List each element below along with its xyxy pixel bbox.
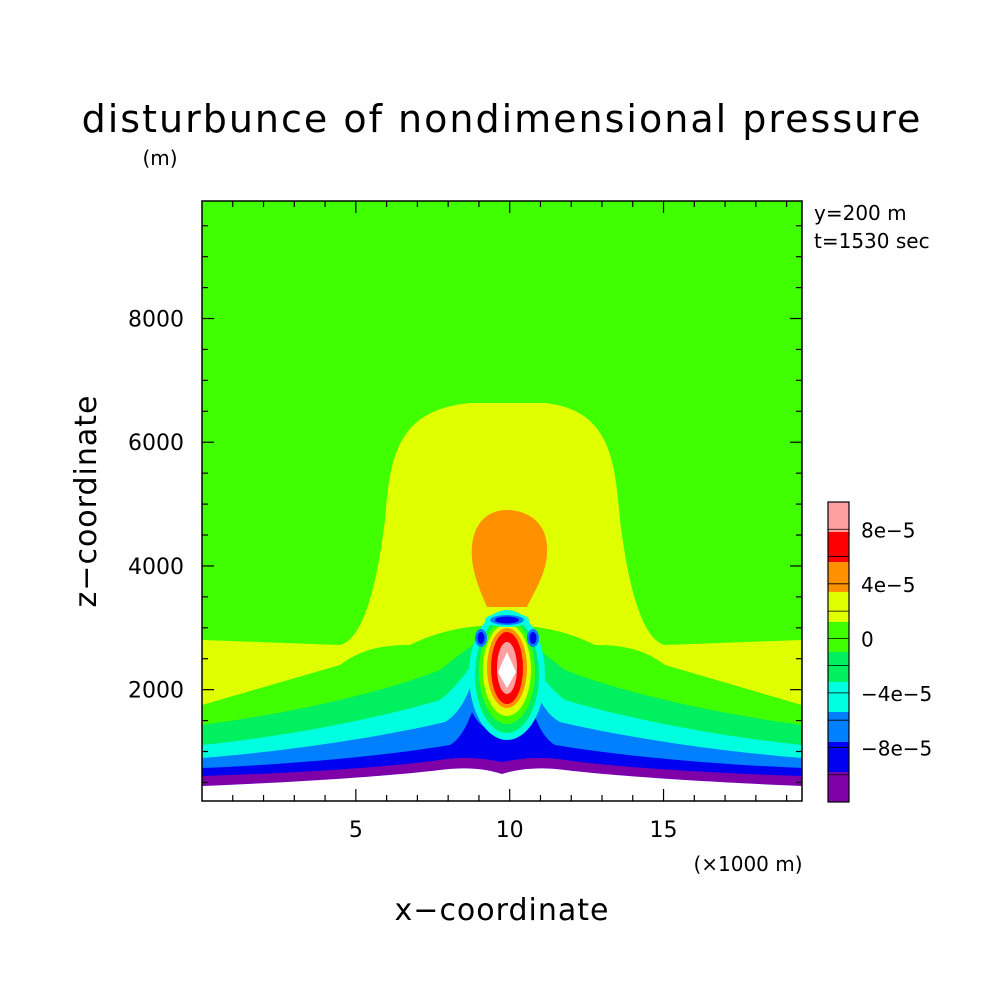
y-axis-tick-labels: 2000 4000 6000 8000 [128, 308, 184, 704]
y-tick-label: 6000 [128, 431, 184, 456]
blob-left-blue [477, 632, 485, 644]
chart-title: disturbunce of nondimensional pressure [82, 97, 923, 141]
x-axis-unit: (×1000 m) [693, 852, 802, 876]
colorbar-swatch [828, 592, 849, 622]
x-tick-label: 10 [496, 818, 524, 843]
info-time: t=1530 sec [814, 229, 930, 253]
colorbar-swatch [828, 772, 849, 802]
contour-band-neg1.2e-4-to-neg1e-4 [202, 757, 802, 786]
colorbar-labels: −8e−5 −4e−5 0 4e−5 8e−5 [861, 518, 932, 760]
x-axis-tick-labels: 5 10 15 [349, 818, 678, 843]
colorbar-swatch [828, 562, 849, 592]
ground-region [202, 768, 802, 801]
colorbar-label: 0 [861, 627, 874, 651]
plot-frame [201, 200, 803, 802]
colorbar-label: −8e−5 [861, 736, 932, 760]
colorbar-label: 8e−5 [861, 518, 916, 542]
colorbar-swatch [828, 742, 849, 772]
y-tick-label: 2000 [128, 679, 184, 704]
colorbar-swatch [828, 712, 849, 742]
blob-top-blue [495, 616, 519, 624]
y-tick-label: 8000 [128, 308, 184, 333]
x-tick-label: 5 [349, 818, 363, 843]
colorbar-label: −4e−5 [861, 682, 932, 706]
colorbar [827, 501, 850, 803]
colorbar-label: 4e−5 [861, 573, 916, 597]
info-y-position: y=200 m [814, 201, 907, 225]
colorbar-swatch [828, 532, 849, 562]
y-axis-ticks [202, 225, 802, 784]
colorbar-swatch [828, 652, 849, 682]
colorbar-swatch [828, 682, 849, 712]
colorbar-swatch [828, 622, 849, 652]
x-axis-label: x−coordinate [395, 893, 610, 928]
core-max-white [498, 652, 516, 688]
y-axis-unit: (m) [142, 146, 177, 170]
x-axis-ticks [232, 201, 788, 801]
blob-right-blue [529, 632, 537, 644]
y-tick-label: 4000 [128, 555, 184, 580]
x-tick-label: 15 [650, 818, 678, 843]
colorbar-swatch [828, 502, 849, 532]
y-axis-label: z−coordinate [69, 395, 104, 608]
contour-band-4e-5-to-6e-5 [471, 510, 548, 607]
plot-area [201, 200, 803, 802]
